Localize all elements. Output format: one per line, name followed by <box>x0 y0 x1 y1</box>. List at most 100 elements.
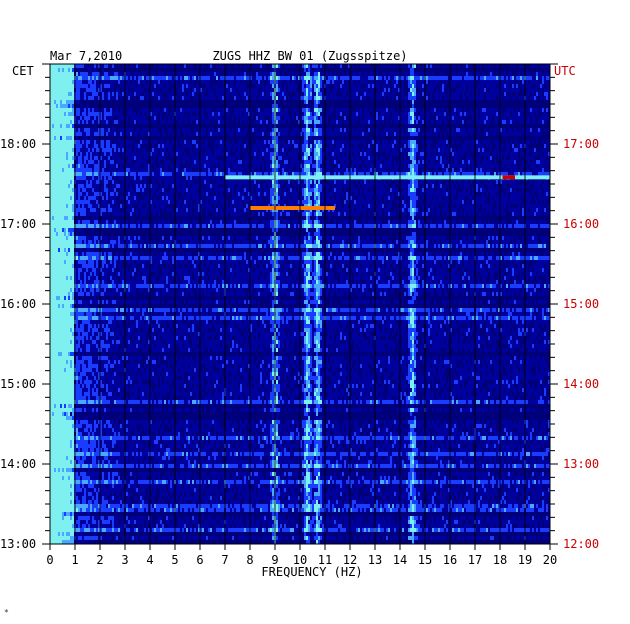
spectrogram-cell <box>496 192 498 196</box>
spectrogram-cell <box>516 136 518 140</box>
spectrogram-cell <box>64 196 66 200</box>
spectrogram-cell <box>462 184 464 188</box>
spectrogram-cell <box>394 180 396 184</box>
spectrogram-cell <box>52 164 54 168</box>
spectrogram-cell <box>62 76 64 80</box>
spectrogram-cell <box>546 172 548 176</box>
spectrogram-cell <box>338 72 340 76</box>
spectrogram-cell <box>418 192 420 196</box>
spectrogram-cell <box>414 116 416 120</box>
spectrogram-cell <box>66 136 68 140</box>
spectrogram-cell <box>444 172 446 176</box>
spectrogram-cell <box>388 76 390 80</box>
spectrogram-cell <box>388 168 390 172</box>
spectrogram-cell <box>288 104 290 108</box>
spectrogram-cell <box>120 68 122 72</box>
spectrogram-cell <box>262 152 264 156</box>
spectrogram-cell <box>86 156 88 160</box>
spectrogram-cell <box>94 92 96 96</box>
spectrogram-cell <box>196 128 198 132</box>
spectrogram-cell <box>220 204 222 208</box>
spectrogram-cell <box>462 156 464 160</box>
spectrogram-cell <box>56 212 58 216</box>
spectrogram-cell <box>212 136 214 140</box>
spectrogram-cell <box>388 68 390 72</box>
spectrogram-cell <box>184 68 186 72</box>
spectrogram-cell <box>298 116 300 120</box>
spectrogram-cell <box>542 120 544 124</box>
spectrogram-cell <box>120 64 122 68</box>
spectrogram-cell <box>504 108 506 112</box>
spectrogram-cell <box>168 68 170 72</box>
spectrogram-cell <box>390 184 392 188</box>
spectrogram-cell <box>422 152 424 156</box>
spectrogram-cell <box>232 172 234 176</box>
spectrogram-cell <box>448 136 450 140</box>
spectrogram-cell <box>480 172 482 176</box>
spectrogram-cell <box>308 88 310 92</box>
spectrogram-cell <box>186 172 188 176</box>
spectrogram-cell <box>390 96 392 100</box>
spectrogram-cell <box>348 68 350 72</box>
spectrogram-cell <box>284 96 286 100</box>
spectrogram-cell <box>68 104 70 108</box>
spectrogram-cell <box>402 196 404 200</box>
spectrogram-cell <box>482 128 484 132</box>
spectrogram-cell <box>462 108 464 112</box>
spectrogram-cell <box>248 112 250 116</box>
spectrogram-cell <box>356 92 358 96</box>
spectrogram-cell <box>438 84 440 88</box>
spectrogram-cell <box>302 124 304 128</box>
spectrogram-cell <box>298 192 300 196</box>
spectrogram-cell <box>468 116 470 120</box>
spectrogram-cell <box>372 76 374 80</box>
spectrogram-cell <box>206 156 208 160</box>
spectrogram-cell <box>80 84 82 88</box>
spectrogram-cell <box>88 204 90 208</box>
spectrogram-cell <box>468 180 470 184</box>
spectrogram-cell <box>344 168 346 172</box>
spectrogram-cell <box>232 200 234 204</box>
spectrogram-cell <box>228 168 230 172</box>
spectrogram-cell <box>60 92 62 96</box>
spectrogram-cell <box>528 180 530 184</box>
spectrogram-cell <box>476 148 478 152</box>
spectrogram-cell <box>314 116 316 120</box>
spectrogram-cell <box>412 164 414 168</box>
spectrogram-cell <box>208 68 210 72</box>
spectrogram-cell <box>520 88 522 92</box>
spectrogram-cell <box>406 72 408 76</box>
spectrogram-cell <box>476 136 478 140</box>
spectrogram-cell <box>128 116 130 120</box>
spectrogram-cell <box>436 104 438 108</box>
spectrogram-cell <box>192 148 194 152</box>
spectrogram-cell <box>150 112 152 116</box>
spectrogram-cell <box>334 188 336 192</box>
spectrogram-cell <box>162 136 164 140</box>
spectrogram-cell <box>66 212 68 216</box>
spectrogram-cell <box>118 132 120 136</box>
spectrogram-cell <box>390 88 392 92</box>
spectrogram-cell <box>316 108 318 112</box>
spectrogram-cell <box>72 212 74 216</box>
spectrogram-cell <box>426 100 428 104</box>
spectrogram-cell <box>432 128 434 132</box>
spectrogram-cell <box>286 168 288 172</box>
spectrogram-cell <box>318 92 320 96</box>
spectrogram-cell <box>384 184 386 188</box>
spectrogram-cell <box>54 212 56 216</box>
spectrogram-cell <box>270 76 272 80</box>
spectrogram-cell <box>104 148 106 152</box>
spectrogram-cell <box>180 100 182 104</box>
spectrogram-cell <box>532 196 534 200</box>
spectrogram-cell <box>206 76 208 80</box>
spectrogram-cell <box>178 144 180 148</box>
spectrogram-cell <box>170 156 172 160</box>
spectrogram-cell <box>522 172 524 176</box>
spectrogram-cell <box>444 164 446 168</box>
spectrogram-cell <box>216 168 218 172</box>
spectrogram-cell <box>466 84 468 88</box>
spectrogram-cell <box>122 136 124 140</box>
spectrogram-cell <box>230 128 232 132</box>
spectrogram-cell <box>456 136 458 140</box>
